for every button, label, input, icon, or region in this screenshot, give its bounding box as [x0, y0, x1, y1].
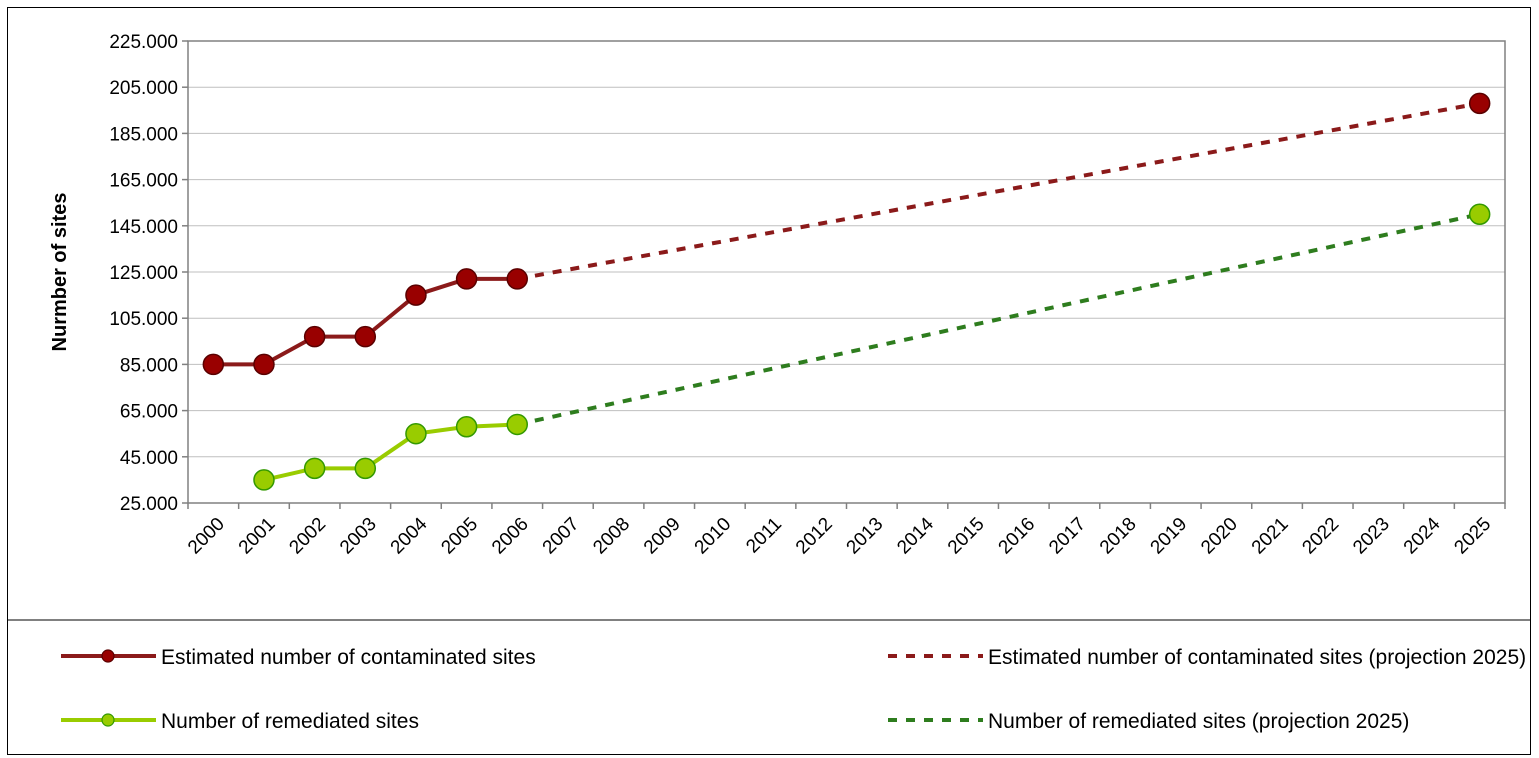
data-point: [1468, 92, 1491, 115]
data-point: [405, 284, 427, 306]
y-tick-label: 105.000: [109, 309, 178, 330]
data-point: [354, 457, 377, 480]
x-tick-label: 2004: [387, 513, 432, 558]
legend-item-estimated-number-of-contaminated-sites-projection-2025: Estimated number of contaminated sites (…: [888, 646, 1526, 669]
x-tick-label: 2019: [1147, 514, 1192, 559]
legend-marker: [101, 649, 115, 663]
x-tick-label: 2007: [539, 514, 584, 559]
x-axis-ticks: 2000 2001 2002 2003 2004 2005 2006 2007 2008 2009…: [184, 503, 1506, 559]
x-tick-label: 2003: [336, 514, 381, 559]
x-tick-label: 2021: [1248, 514, 1293, 559]
x-tick-label: 2013: [843, 514, 888, 559]
data-point: [253, 469, 275, 491]
y-tick-label: 45.000: [120, 448, 178, 469]
x-tick-label: 2016: [995, 514, 1040, 559]
x-tick-label: 2017: [1045, 514, 1090, 559]
legend-item-number-of-remediated-sites-projection-2025: Number of remediated sites (projection 2…: [888, 710, 1409, 733]
y-tick-label: 225.000: [109, 32, 178, 53]
line-chart: 25.000 45.000 65.000 85.000 105.000 125.000 14…: [8, 32, 1530, 733]
x-tick-label: 2011: [742, 514, 786, 558]
x-tick-label: 2018: [1096, 514, 1141, 559]
legend: Estimated number of contaminated sites Es…: [61, 646, 1526, 733]
data-point: [405, 422, 427, 445]
data-point: [506, 413, 528, 436]
x-tick-label: 2015: [944, 514, 989, 559]
y-tick-label: 145.000: [109, 217, 178, 238]
data-point: [354, 325, 377, 348]
x-tick-label: 2008: [589, 514, 634, 559]
legend-label: Estimated number of contaminated sites (…: [988, 646, 1526, 669]
x-tick-label: 2006: [488, 514, 533, 559]
legend-marker: [101, 713, 115, 727]
y-tick-label: 185.000: [109, 124, 178, 145]
x-tick-label: 2005: [437, 514, 482, 559]
series-line-estimated-number-of-contaminated-sites-projection-2025: [516, 101, 1481, 281]
data-point: [303, 325, 326, 348]
legend-label: Estimated number of contaminated sites: [161, 646, 536, 669]
y-tick-label: 85.000: [120, 355, 178, 376]
x-tick-label: 2023: [1349, 514, 1394, 559]
data-point: [303, 457, 326, 480]
series-line-number-of-remediated-sites-projection-2025: [516, 212, 1481, 427]
series-line-number-of-remediated-sites: [263, 422, 518, 482]
data-point: [455, 416, 478, 438]
x-tick-label: 2022: [1299, 514, 1344, 559]
x-tick-label: 2002: [285, 514, 330, 559]
x-tick-label: 2014: [893, 513, 938, 558]
x-tick-label: 2010: [691, 514, 736, 559]
x-tick-label: 2000: [184, 514, 229, 559]
chart-frame: 25.000 45.000 65.000 85.000 105.000 125.000 14…: [7, 7, 1531, 755]
x-tick-label: 2012: [792, 514, 837, 559]
y-axis-label: Nurmber of sites: [49, 193, 71, 352]
series-line-estimated-number-of-contaminated-sites: [213, 276, 518, 367]
data-point: [455, 268, 478, 290]
x-tick-label: 2024: [1400, 513, 1445, 558]
legend-label: Number of remediated sites: [161, 710, 419, 733]
data-point: [506, 268, 528, 290]
x-tick-label: 2025: [1450, 514, 1495, 559]
gridlines: [188, 86, 1505, 458]
legend-label: Number of remediated sites (projection 2…: [988, 710, 1409, 733]
y-tick-label: 25.000: [120, 494, 178, 515]
data-point: [202, 353, 225, 376]
y-tick-label: 65.000: [120, 402, 178, 423]
data-point: [1468, 203, 1491, 225]
data-point: [253, 353, 275, 376]
x-tick-label: 2009: [640, 514, 685, 559]
y-axis-ticks: 25.000 45.000 65.000 85.000 105.000 125.000 14…: [109, 32, 188, 515]
legend-item-estimated-number-of-contaminated-sites: Estimated number of contaminated sites: [61, 646, 536, 669]
legend-item-number-of-remediated-sites: Number of remediated sites: [61, 710, 419, 733]
x-tick-label: 2001: [235, 514, 280, 559]
y-tick-label: 165.000: [109, 171, 178, 192]
x-tick-label: 2020: [1197, 514, 1242, 559]
series-layer: [202, 92, 1491, 491]
y-tick-label: 205.000: [109, 78, 178, 99]
y-tick-label: 125.000: [109, 263, 178, 284]
